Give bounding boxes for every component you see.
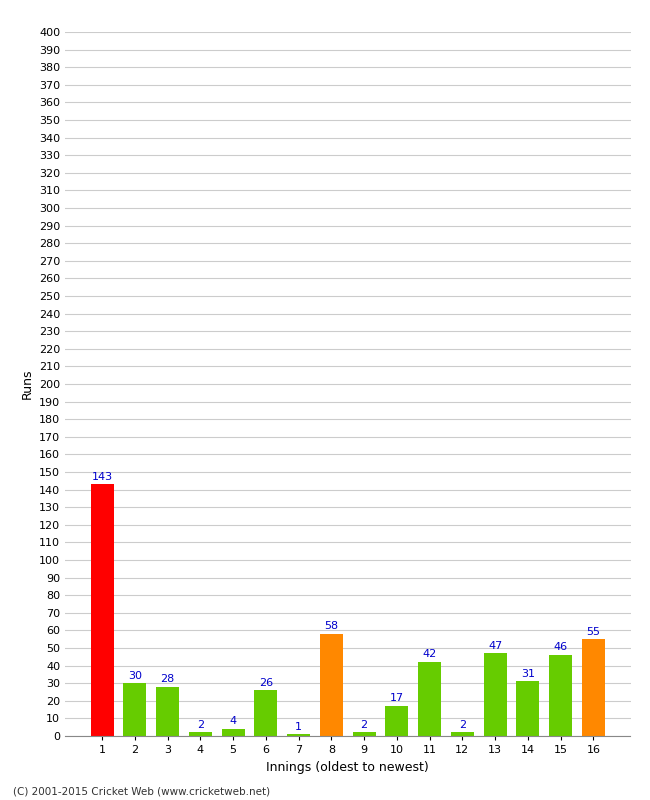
Text: 143: 143 xyxy=(92,472,112,482)
Bar xyxy=(189,733,212,736)
Bar xyxy=(124,683,146,736)
Text: 55: 55 xyxy=(586,626,601,637)
Text: 46: 46 xyxy=(554,642,567,653)
Bar xyxy=(222,729,244,736)
Bar xyxy=(484,654,506,736)
X-axis label: Innings (oldest to newest): Innings (oldest to newest) xyxy=(266,761,429,774)
Bar xyxy=(320,634,343,736)
Text: (C) 2001-2015 Cricket Web (www.cricketweb.net): (C) 2001-2015 Cricket Web (www.cricketwe… xyxy=(13,786,270,796)
Bar xyxy=(451,733,474,736)
Text: 2: 2 xyxy=(459,720,466,730)
Text: 58: 58 xyxy=(324,622,339,631)
Bar xyxy=(287,734,310,736)
Bar xyxy=(549,655,572,736)
Text: 42: 42 xyxy=(422,650,437,659)
Bar xyxy=(418,662,441,736)
Text: 1: 1 xyxy=(295,722,302,731)
Text: 2: 2 xyxy=(197,720,204,730)
Bar xyxy=(254,690,278,736)
Text: 28: 28 xyxy=(161,674,175,684)
Y-axis label: Runs: Runs xyxy=(20,369,33,399)
Bar xyxy=(516,682,540,736)
Text: 17: 17 xyxy=(390,694,404,703)
Text: 31: 31 xyxy=(521,669,535,678)
Bar xyxy=(353,733,376,736)
Bar xyxy=(91,484,114,736)
Bar xyxy=(156,686,179,736)
Bar xyxy=(385,706,408,736)
Text: 30: 30 xyxy=(128,670,142,681)
Bar xyxy=(582,639,604,736)
Text: 4: 4 xyxy=(229,716,237,726)
Text: 2: 2 xyxy=(361,720,368,730)
Text: 26: 26 xyxy=(259,678,273,687)
Text: 47: 47 xyxy=(488,641,502,650)
